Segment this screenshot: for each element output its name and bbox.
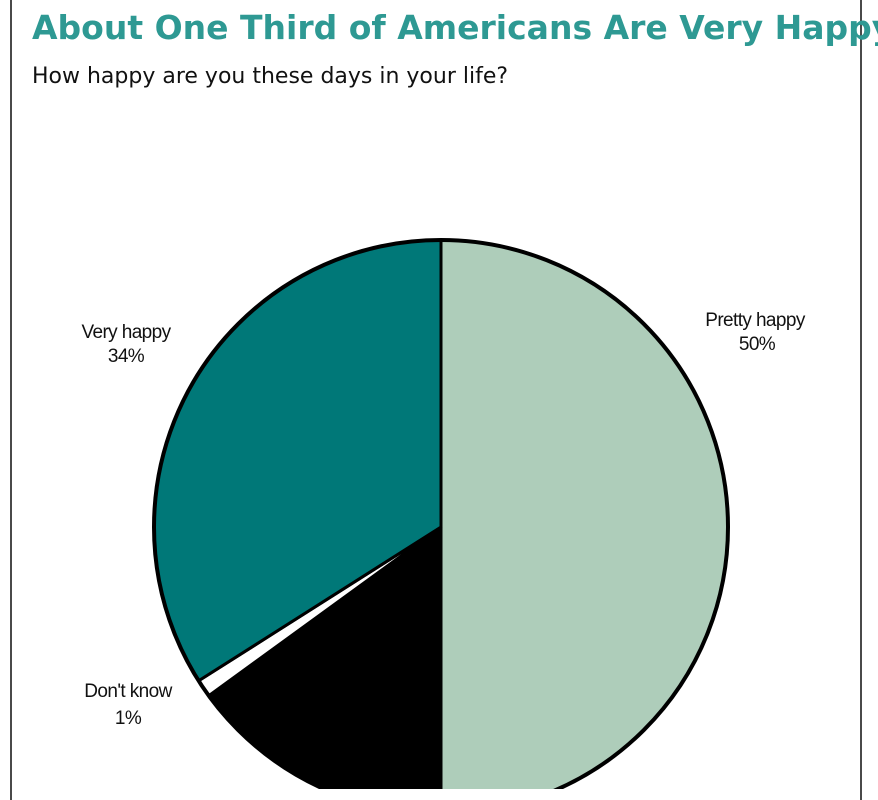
pie-slice-pretty-happy (439, 238, 730, 789)
value-pretty-happy: 50% (739, 334, 776, 355)
chart-title: About One Third of Americans Are Very Ha… (32, 8, 878, 47)
chart-subtitle: How happy are you these days in your lif… (32, 64, 509, 89)
pie-slices (152, 238, 730, 789)
pie-outline (152, 238, 730, 789)
label-pretty-happy: Pretty happy (705, 310, 806, 331)
label-very-happy: Very happy (81, 322, 171, 343)
value-dont-know: 1% (115, 708, 142, 729)
pie-labels: Pretty happy 50% Very happy 34% Don't kn… (81, 310, 806, 729)
label-dont-know: Don't know (84, 681, 172, 702)
value-very-happy: 34% (108, 346, 145, 367)
